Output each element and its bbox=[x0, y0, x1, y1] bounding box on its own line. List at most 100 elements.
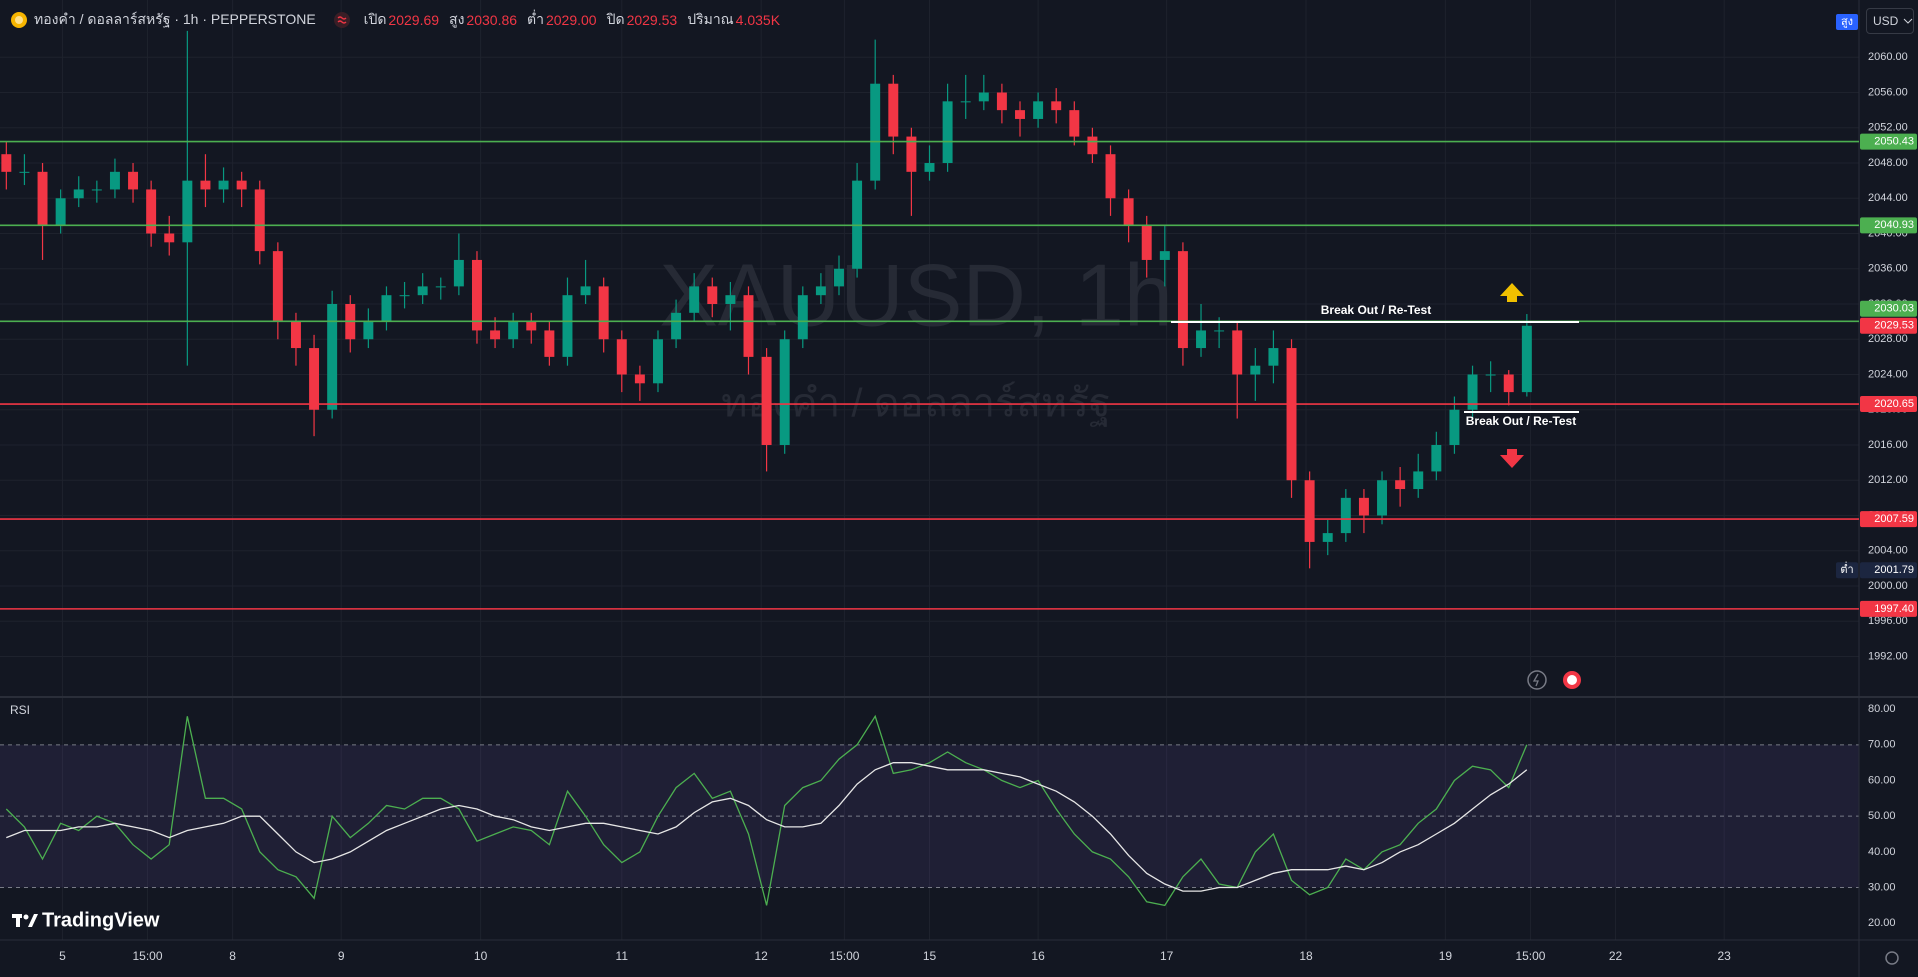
y-tick-label: 2016.00 bbox=[1868, 439, 1908, 451]
x-tick-label: 18 bbox=[1299, 949, 1313, 963]
y-tick-label: 2024.00 bbox=[1868, 368, 1908, 380]
low-marker-name: ต่ำ bbox=[1840, 561, 1853, 576]
y-tick-label: 2028.00 bbox=[1868, 333, 1908, 345]
logo-mark bbox=[28, 914, 38, 927]
level-label: 2030.03 bbox=[1874, 303, 1914, 315]
x-tick-label: 8 bbox=[229, 949, 236, 963]
candle-body bbox=[942, 101, 953, 164]
y-tick-label: 40.00 bbox=[1868, 846, 1896, 858]
currency-select[interactable]: USD bbox=[1866, 8, 1914, 34]
candle-body bbox=[200, 180, 211, 190]
candle-body bbox=[634, 374, 645, 384]
arrow-down bbox=[1500, 449, 1524, 468]
candle-body bbox=[1141, 224, 1152, 260]
candle-body bbox=[1, 154, 12, 172]
chevron bbox=[1903, 18, 1913, 24]
level-label: 2007.59 bbox=[1874, 513, 1914, 525]
y-tick-label: 1996.00 bbox=[1868, 615, 1908, 627]
pane-title: RSI bbox=[10, 703, 30, 717]
candle-body bbox=[1377, 480, 1388, 516]
y-tick-label: 2044.00 bbox=[1868, 192, 1908, 204]
info-label: ปิด bbox=[606, 11, 625, 27]
candle-body bbox=[671, 312, 682, 340]
candle-body bbox=[1015, 110, 1025, 119]
candle-body bbox=[182, 180, 193, 243]
candle-body bbox=[55, 198, 66, 225]
candle-body bbox=[815, 286, 826, 296]
logo: TradingView bbox=[12, 909, 160, 931]
candle-body bbox=[1304, 480, 1315, 542]
candle-body bbox=[906, 136, 917, 172]
info-label: สูง bbox=[449, 11, 465, 27]
candle-body bbox=[453, 259, 464, 287]
candle-body bbox=[544, 330, 555, 357]
candle-body bbox=[508, 321, 519, 340]
candle-body bbox=[254, 189, 265, 252]
level-label-box bbox=[1860, 600, 1917, 617]
watermark: XAUUSD, 1h bbox=[659, 245, 1173, 344]
x-tick-label: 19 bbox=[1439, 949, 1453, 963]
y-tick-label: 2056.00 bbox=[1868, 86, 1908, 98]
candle-body bbox=[653, 339, 663, 384]
high-marker-box bbox=[1836, 14, 1858, 30]
candle-body bbox=[164, 233, 175, 243]
x-tick-label: 10 bbox=[474, 949, 488, 963]
low-marker-value-box bbox=[1860, 562, 1917, 579]
candle-body bbox=[1431, 444, 1442, 472]
info-value: 4.035K bbox=[735, 12, 781, 28]
info-label: ปริมาณ bbox=[687, 11, 734, 27]
y-tick-label: 2036.00 bbox=[1868, 263, 1908, 275]
candle-body bbox=[146, 189, 157, 234]
candle-body bbox=[526, 321, 537, 331]
candle-body bbox=[1467, 374, 1478, 410]
candle-body bbox=[1232, 330, 1243, 375]
candle-body bbox=[91, 189, 102, 191]
candle-body bbox=[381, 295, 392, 322]
candle-body bbox=[1503, 374, 1514, 393]
candle-body bbox=[761, 356, 772, 445]
y-tick-label: 70.00 bbox=[1868, 739, 1896, 751]
logo-mark bbox=[16, 914, 20, 927]
arrow-up bbox=[1500, 283, 1524, 302]
x-tick-label: 11 bbox=[616, 949, 629, 963]
candle-body bbox=[1250, 365, 1261, 375]
level-label: 2050.43 bbox=[1874, 136, 1914, 148]
y-tick-label: 50.00 bbox=[1868, 810, 1896, 822]
candle-body bbox=[435, 286, 446, 288]
candle-body bbox=[1521, 325, 1532, 393]
info-value: 2030.86 bbox=[466, 12, 518, 28]
candle-body bbox=[109, 171, 120, 190]
symbol-icon bbox=[11, 12, 27, 28]
candle-body bbox=[1159, 251, 1170, 260]
x-tick-label: 17 bbox=[1160, 949, 1174, 963]
candle-body bbox=[1358, 497, 1369, 516]
y-tick-label: 1992.00 bbox=[1868, 650, 1908, 662]
status-icon bbox=[333, 12, 350, 28]
candle-body bbox=[616, 339, 627, 375]
candle-body bbox=[1449, 409, 1460, 445]
x-tick-label: 15:00 bbox=[133, 949, 163, 963]
candle-body bbox=[707, 286, 718, 305]
x-tick-label: 12 bbox=[754, 949, 768, 963]
level-label-box bbox=[1860, 511, 1917, 528]
info-value: 2029.53 bbox=[626, 12, 678, 28]
high-marker: สูง bbox=[1841, 16, 1853, 28]
event-icon[interactable] bbox=[1527, 670, 1547, 690]
info-value: 2029.69 bbox=[388, 12, 440, 28]
last-price: 2029.53 bbox=[1874, 320, 1914, 332]
x-tick-label: 22 bbox=[1609, 949, 1623, 963]
y-tick-label: 2052.00 bbox=[1868, 122, 1908, 134]
y-tick-label: 2004.00 bbox=[1868, 545, 1908, 557]
candle-body bbox=[870, 83, 881, 181]
candle-body bbox=[779, 339, 790, 445]
candle-body bbox=[417, 286, 428, 296]
x-tick-label: 15:00 bbox=[829, 949, 859, 963]
candle-body bbox=[73, 189, 84, 199]
low-marker-box bbox=[1836, 562, 1858, 579]
event-icon-glyph bbox=[1532, 673, 1539, 687]
candle-body bbox=[1177, 251, 1188, 349]
settings-icon[interactable] bbox=[1885, 951, 1899, 965]
logo-mark bbox=[23, 914, 29, 920]
candle-body bbox=[1033, 101, 1044, 119]
